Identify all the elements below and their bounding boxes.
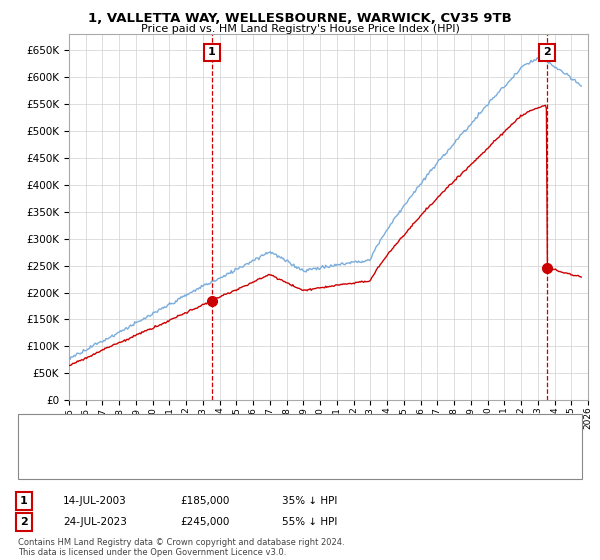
Text: 55% ↓ HPI: 55% ↓ HPI [282, 517, 337, 527]
Text: 1, VALLETTA WAY, WELLESBOURNE, WARWICK, CV35 9TB: 1, VALLETTA WAY, WELLESBOURNE, WARWICK, … [88, 12, 512, 25]
Text: £185,000: £185,000 [180, 496, 229, 506]
Text: 14-JUL-2003: 14-JUL-2003 [63, 496, 127, 506]
Text: 35% ↓ HPI: 35% ↓ HPI [282, 496, 337, 506]
Text: 2: 2 [543, 48, 551, 58]
Text: £245,000: £245,000 [180, 517, 229, 527]
Text: Contains HM Land Registry data © Crown copyright and database right 2024.
This d: Contains HM Land Registry data © Crown c… [18, 538, 344, 557]
Text: 24-JUL-2023: 24-JUL-2023 [63, 517, 127, 527]
Text: 2: 2 [20, 517, 28, 527]
Text: 1: 1 [208, 48, 216, 58]
Text: 1, VALLETTA WAY, WELLESBOURNE, WARWICK, CV35 9TB (detached house): 1, VALLETTA WAY, WELLESBOURNE, WARWICK, … [51, 427, 419, 437]
Text: 1: 1 [20, 496, 28, 506]
Text: Price paid vs. HM Land Registry's House Price Index (HPI): Price paid vs. HM Land Registry's House … [140, 24, 460, 34]
Text: HPI: Average price, detached house, Stratford-on-Avon: HPI: Average price, detached house, Stra… [51, 456, 318, 466]
